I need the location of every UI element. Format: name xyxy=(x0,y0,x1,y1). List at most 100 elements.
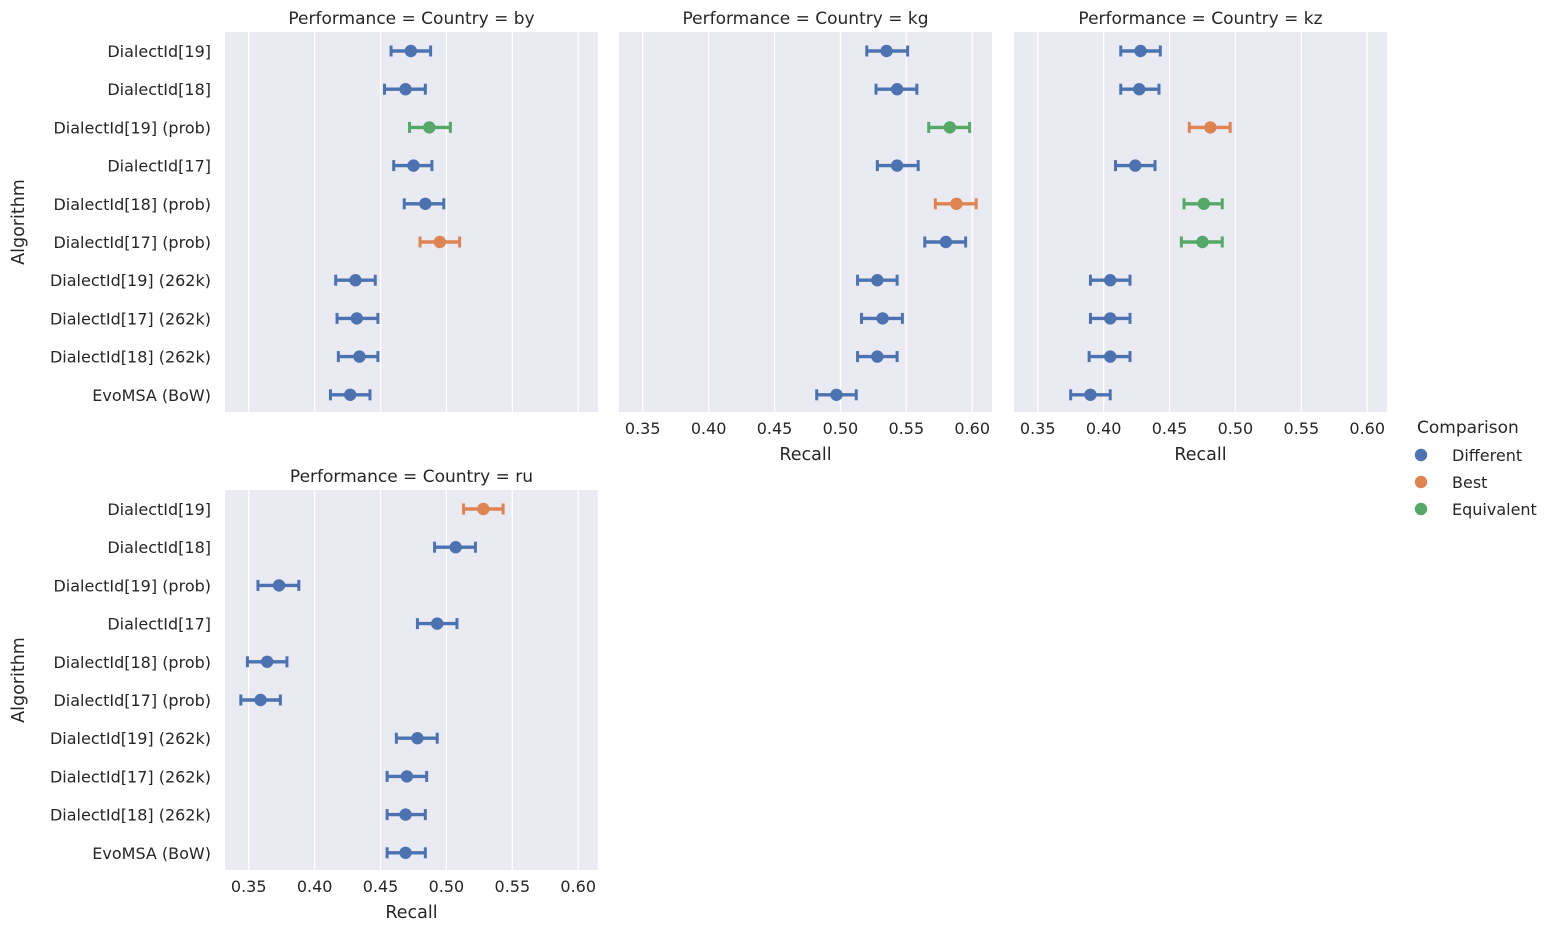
x-tick-label: 0.60 xyxy=(1349,419,1385,438)
legend-marker xyxy=(1414,448,1428,462)
y-tick-label: DialectId[18] (prob) xyxy=(53,653,211,672)
data-point xyxy=(399,83,412,96)
y-tick-label: EvoMSA (BoW) xyxy=(92,386,211,405)
data-point xyxy=(353,350,366,363)
x-tick-label: 0.60 xyxy=(954,419,990,438)
panel-0: Performance = Country = by DialectId[19] D… xyxy=(9,9,598,412)
data-point xyxy=(399,846,412,859)
panel-background xyxy=(619,32,992,412)
y-tick-label: DialectId[19] xyxy=(107,42,211,61)
panel-title: Performance = Country = kz xyxy=(1078,9,1322,29)
data-point xyxy=(433,235,447,249)
x-tick-label: 0.35 xyxy=(1020,419,1056,438)
data-point xyxy=(411,732,424,745)
data-point xyxy=(1133,83,1146,96)
x-tick-label: 0.40 xyxy=(297,877,333,896)
data-point xyxy=(399,808,412,821)
data-point xyxy=(254,693,267,707)
x-tick-label: 0.55 xyxy=(495,877,531,896)
x-tick-label: 0.35 xyxy=(625,419,661,438)
panel-title: Performance = Country = by xyxy=(288,9,534,29)
y-tick-label: DialectId[17] xyxy=(107,157,211,176)
data-point xyxy=(871,350,884,363)
data-point xyxy=(1084,388,1097,401)
x-tick-label: 0.60 xyxy=(560,877,596,896)
y-tick-label: DialectId[17] (prob) xyxy=(53,233,211,252)
data-point xyxy=(260,655,274,668)
y-tick-label: DialectId[17] (262k) xyxy=(50,767,211,786)
y-tick-label: DialectId[18] xyxy=(107,538,211,557)
y-tick-label: DialectId[17] (prob) xyxy=(53,691,211,710)
y-tick-label: DialectId[19] (262k) xyxy=(50,271,211,290)
data-point xyxy=(477,502,490,516)
data-point xyxy=(1104,274,1117,287)
y-tick-label: DialectId[17] (262k) xyxy=(50,309,211,328)
y-tick-label: EvoMSA (BoW) xyxy=(92,844,211,863)
x-tick-label: 0.55 xyxy=(889,419,925,438)
x-tick-label: 0.35 xyxy=(231,877,267,896)
data-point xyxy=(871,274,884,287)
data-point xyxy=(400,770,414,783)
x-tick-label: 0.40 xyxy=(691,419,727,438)
data-point xyxy=(407,159,420,172)
data-point xyxy=(1104,312,1117,325)
y-tick-label: DialectId[18] (262k) xyxy=(50,806,211,825)
y-axis-label: Algorithm xyxy=(9,637,29,723)
x-tick-label: 0.50 xyxy=(429,877,465,896)
panel-2: 0.35 0.40 0.45 0.50 0.55 0.60 Performance = Co… xyxy=(1014,9,1387,465)
y-tick-label: DialectId[19] (prob) xyxy=(53,576,211,595)
legend-marker xyxy=(1414,502,1428,516)
x-tick-label: 0.50 xyxy=(823,419,859,438)
legend-label: Best xyxy=(1452,473,1487,492)
data-point xyxy=(830,388,843,401)
data-point xyxy=(939,235,953,249)
data-point xyxy=(431,617,444,630)
data-point xyxy=(950,197,963,210)
x-tick-label: 0.45 xyxy=(1152,419,1188,438)
legend-label: Different xyxy=(1452,446,1522,465)
y-tick-label: DialectId[18] (262k) xyxy=(50,348,211,367)
data-point xyxy=(1129,159,1142,172)
panel-background xyxy=(225,32,598,412)
data-point xyxy=(1197,197,1210,210)
data-point xyxy=(423,121,436,134)
data-point xyxy=(404,44,418,58)
data-point xyxy=(1204,121,1217,134)
data-point xyxy=(344,388,357,401)
data-point xyxy=(1104,350,1117,363)
data-point xyxy=(890,159,904,172)
legend-marker xyxy=(1414,475,1428,489)
legend-title: Comparison xyxy=(1417,418,1519,438)
data-point xyxy=(449,541,462,554)
x-axis-label: Recall xyxy=(1174,445,1226,465)
data-point xyxy=(876,312,889,325)
data-point xyxy=(880,44,893,58)
x-tick-label: 0.55 xyxy=(1284,419,1320,438)
panel-title: Performance = Country = kg xyxy=(682,9,928,29)
y-tick-label: DialectId[18] xyxy=(107,80,211,99)
x-tick-label: 0.45 xyxy=(363,877,399,896)
y-tick-label: DialectId[19] (262k) xyxy=(50,729,211,748)
panel-title: Performance = Country = ru xyxy=(290,467,533,487)
panel-1: 0.35 0.40 0.45 0.50 0.55 0.60 Performance = Co… xyxy=(619,9,992,465)
panel-background xyxy=(225,490,598,870)
data-point xyxy=(419,197,432,210)
legend-label: Equivalent xyxy=(1452,500,1537,519)
x-axis-label: Recall xyxy=(385,903,437,923)
y-axis-label: Algorithm xyxy=(9,179,29,265)
y-tick-label: DialectId[18] (prob) xyxy=(53,195,211,214)
x-tick-label: 0.45 xyxy=(757,419,793,438)
y-tick-label: DialectId[19] (prob) xyxy=(53,118,211,137)
x-tick-label: 0.50 xyxy=(1218,419,1254,438)
panel-background xyxy=(1014,32,1387,412)
data-point xyxy=(890,83,904,96)
data-point xyxy=(350,312,364,325)
data-point xyxy=(1196,235,1209,249)
data-point xyxy=(943,121,957,134)
x-axis-label: Recall xyxy=(779,445,831,465)
panel-3: 0.35 0.40 0.45 0.50 0.55 0.60 Performance = Co… xyxy=(9,467,598,923)
data-point xyxy=(349,274,362,287)
data-point xyxy=(1134,44,1147,58)
y-tick-label: DialectId[19] xyxy=(107,500,211,519)
data-point xyxy=(272,579,286,592)
